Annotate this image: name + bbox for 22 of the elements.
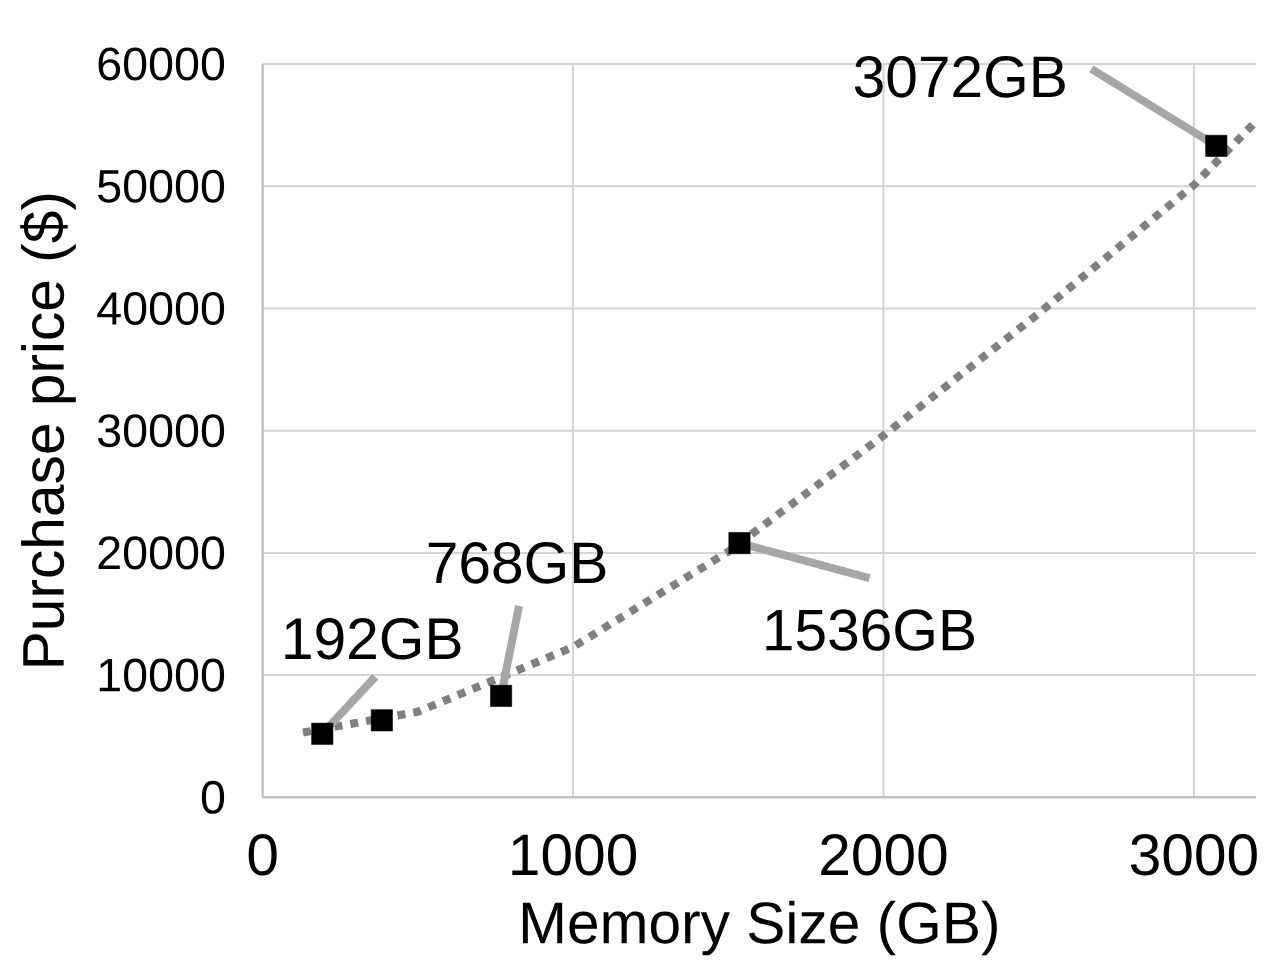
annotation: 768GB: [428, 542, 606, 584]
y-tick-label: 10000: [99, 658, 225, 692]
y-tick-label: 20000: [98, 536, 225, 570]
x-tick-label: 2000: [821, 834, 947, 876]
point: [311, 722, 334, 745]
y-tick-label: 50000: [98, 169, 225, 203]
point: [370, 709, 393, 732]
point: [728, 532, 751, 555]
x-tick-label: 1000: [512, 834, 637, 876]
y-tick-label: 30000: [97, 414, 225, 448]
x-tick-label: 0: [248, 834, 277, 876]
annotation: 3072GB: [854, 56, 1065, 98]
point: [1205, 134, 1228, 157]
y-axis-title: Purchase price ($): [20, 194, 76, 666]
x-tick-label: 3000: [1130, 834, 1257, 876]
annotation: 192GB: [285, 618, 461, 660]
y-tick-label: 60000: [98, 47, 225, 81]
annotation: 1536GB: [766, 609, 974, 651]
y-tick-label: 40000: [97, 291, 225, 325]
point: [490, 684, 513, 707]
y-tick-label: 0: [201, 780, 225, 814]
x-axis-title: Memory Size (GB): [522, 900, 997, 956]
